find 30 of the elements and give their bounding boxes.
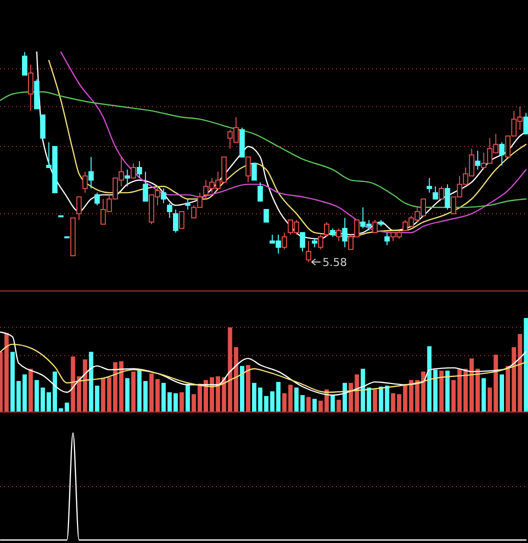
candlestick xyxy=(88,156,94,189)
bar xyxy=(372,389,378,412)
bar xyxy=(131,372,136,412)
candlestick xyxy=(166,202,172,218)
bar xyxy=(125,378,130,412)
bar xyxy=(149,373,154,412)
candlestick xyxy=(342,217,348,248)
bar xyxy=(360,368,366,412)
bar xyxy=(240,366,244,412)
candlestick xyxy=(28,64,34,112)
bar xyxy=(500,374,504,412)
bar xyxy=(282,393,287,412)
bar xyxy=(300,395,305,412)
bar xyxy=(28,368,33,412)
candlestick xyxy=(124,169,130,187)
annotation: 5.58 xyxy=(322,256,348,269)
bar xyxy=(336,400,341,412)
bar xyxy=(155,379,160,412)
bar xyxy=(246,365,250,412)
bar xyxy=(180,392,184,412)
bar xyxy=(294,388,299,412)
bar xyxy=(330,395,335,412)
bar xyxy=(288,384,293,412)
bar xyxy=(143,380,148,412)
candlestick xyxy=(94,192,100,206)
bar xyxy=(312,398,317,412)
bar xyxy=(482,378,486,412)
bar xyxy=(186,384,190,412)
bar xyxy=(524,318,528,412)
bar xyxy=(451,380,456,412)
